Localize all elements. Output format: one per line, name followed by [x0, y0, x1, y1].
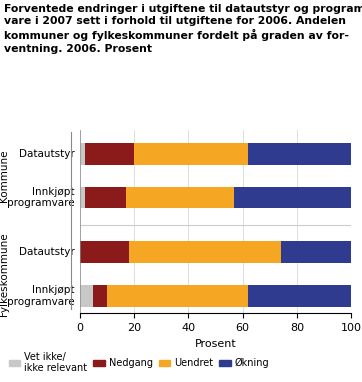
Bar: [80, 187, 85, 209]
Text: Fylkeskommune: Fylkeskommune: [0, 232, 9, 316]
Text: Forventede endringer i utgiftene til datautstyr og program-
vare i 2007 sett i f: Forventede endringer i utgiftene til dat…: [4, 4, 362, 54]
Bar: [126, 187, 235, 209]
Bar: [281, 241, 351, 263]
Bar: [129, 241, 281, 263]
Bar: [248, 285, 351, 307]
Legend: Vet ikke/
ikke relevant, Nedgang, Uendret, Økning: Vet ikke/ ikke relevant, Nedgang, Uendre…: [5, 348, 273, 377]
Bar: [80, 143, 85, 165]
Text: Kommune: Kommune: [0, 149, 9, 202]
Bar: [80, 241, 129, 263]
Bar: [235, 187, 351, 209]
Bar: [80, 285, 93, 307]
Bar: [85, 143, 134, 165]
X-axis label: Prosent: Prosent: [194, 338, 236, 348]
Bar: [248, 143, 351, 165]
Bar: [93, 285, 107, 307]
Bar: [107, 285, 248, 307]
Bar: [134, 143, 248, 165]
Bar: [85, 187, 126, 209]
